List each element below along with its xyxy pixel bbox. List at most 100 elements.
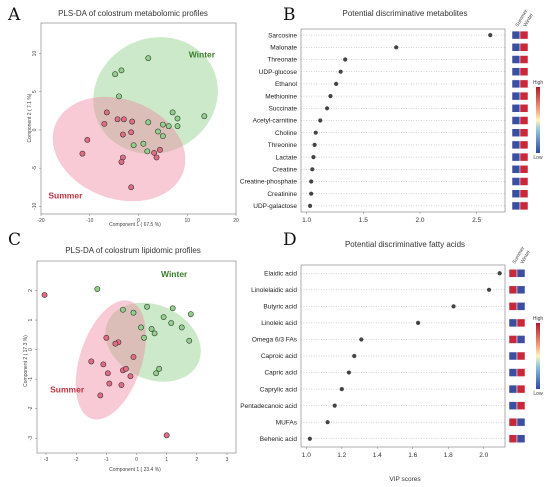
chart-b-heat-cell-winter	[519, 165, 529, 174]
chart-c-point-winter	[151, 330, 158, 337]
chart-a-point-summer	[153, 154, 160, 161]
chart-b-heat-cell-winter	[519, 177, 529, 186]
chart-c-point-winter	[168, 320, 175, 326]
chart-c-ellipse-summer	[75, 300, 147, 420]
chart-c-point-summer	[123, 365, 129, 372]
chart-a-point-winter	[169, 109, 176, 116]
chart-b-heat-cell-winter	[519, 189, 529, 198]
chart-b-x-tick-label: 1.5	[359, 217, 368, 224]
chart-a-group-label-summer: Summer	[48, 191, 83, 201]
chart-c-point-winter	[160, 314, 167, 321]
chart-a-x-tick-label: 20	[233, 218, 239, 224]
chart-d-category-label: MUFAs	[276, 419, 298, 426]
chart-d-x-tick-label: 1.6	[408, 452, 417, 459]
chart-a-point-summer	[101, 120, 108, 127]
chart-a-point-winter	[155, 128, 161, 135]
chart-a-point-winter	[174, 123, 181, 130]
chart-d-x-tick-label: 1.8	[444, 452, 453, 459]
chart-c-point-summer	[100, 361, 107, 368]
chart-a-point-summer	[120, 116, 127, 123]
chart-c-y-tick-label: 1	[28, 318, 34, 321]
chart-c-point-winter	[169, 305, 176, 312]
chart-b-x-tick-label: 2.5	[472, 217, 481, 224]
chart-c-x-tick-label: 2	[195, 457, 198, 463]
chart-c-point-summer	[163, 432, 170, 439]
chart-b-heat-cell-winter	[519, 152, 529, 162]
chart-d-vip-point	[332, 403, 337, 408]
chart-a-point-winter	[145, 119, 152, 126]
chart-a-point-winter	[201, 113, 208, 120]
chart-d-colorbar	[536, 323, 540, 389]
chart-b-vip-point	[343, 57, 348, 62]
chart-b-heat-cell-summer	[511, 30, 521, 40]
pls-da-metabolomic-chart: PLS-DA of colostrum metabolomic profiles…	[27, 9, 239, 228]
chart-c-x-tick-label: 1	[165, 457, 168, 463]
chart-d-x-tick-label: 1.2	[337, 452, 346, 459]
chart-b-vip-point	[310, 167, 315, 172]
chart-a-title: PLS-DA of colostrum metabolomic profiles	[58, 9, 208, 18]
chart-d-title: Potential discriminative fatty acids	[345, 240, 465, 249]
chart-b-category-label: Acetyl-carnitine	[253, 118, 298, 125]
chart-c-point-winter	[178, 324, 185, 331]
chart-a-point-summer	[120, 131, 126, 138]
chart-b-heat-cell-summer	[511, 55, 521, 64]
chart-a-point-summer	[128, 184, 135, 191]
chart-c-point-summer	[130, 354, 137, 360]
chart-a-point-summer	[157, 146, 163, 153]
chart-a-point-winter	[130, 142, 137, 149]
chart-c-point-summer	[41, 292, 48, 298]
chart-b-vip-point	[313, 130, 318, 135]
chart-d-heat-cell-summer	[508, 434, 518, 443]
chart-d-colorbar-low: Low	[533, 391, 543, 397]
panel-label-c: C	[8, 230, 21, 250]
chart-d-category-label: Pentadecanoic acid	[240, 403, 297, 410]
chart-a-point-winter	[116, 93, 122, 100]
chart-d-vip-point	[346, 370, 351, 375]
chart-b-vip-point	[324, 106, 330, 111]
chart-c-point-winter	[94, 286, 101, 292]
chart-b-category-label: Malonate	[270, 45, 297, 52]
chart-b-colorbar-low: Low	[533, 155, 543, 161]
chart-d-vip-point	[325, 420, 330, 425]
chart-b-category-label: Creatine-phosphate	[240, 179, 297, 186]
chart-b-category-label: Sarcosine	[268, 32, 297, 39]
pls-da-lipidomic-chart: PLS-DA of colostrum lipidomic profiles C…	[23, 246, 237, 473]
chart-c-point-summer	[106, 380, 113, 387]
chart-d-category-label: Elaidic acid	[264, 270, 297, 277]
chart-b-vip-point	[328, 94, 333, 99]
chart-b-heat-cell-summer	[511, 201, 521, 211]
chart-d-x-tick-label: 1.0	[302, 452, 311, 459]
chart-b-heat-cell-winter	[519, 128, 529, 137]
chart-a-point-winter	[118, 67, 125, 74]
chart-c-x-tick-label: 0	[135, 457, 138, 463]
chart-b-heat-cell-winter	[519, 140, 529, 150]
chart-d-xlabel: VIP scores	[389, 476, 421, 483]
chart-d-heat-cell-summer	[508, 318, 518, 328]
chart-c-point-winter	[130, 309, 137, 316]
chart-b-category-label: UDP-glucose	[259, 69, 298, 76]
chart-c-point-summer	[104, 370, 111, 377]
chart-d-heat-cell-winter	[516, 285, 526, 295]
chart-a-point-summer	[84, 136, 91, 143]
chart-b-heat-cell-winter	[519, 67, 529, 76]
chart-a-point-winter	[165, 123, 172, 130]
chart-c-point-winter	[148, 326, 155, 332]
chart-d-category-label: Omega 6/3 FAs	[252, 337, 298, 344]
chart-d-heat-cell-winter	[516, 401, 526, 410]
chart-c-y-tick-label: -3	[28, 436, 34, 441]
chart-c-point-winter	[120, 306, 126, 313]
chart-a-point-winter	[140, 140, 147, 147]
chart-b-heat-cell-summer	[511, 165, 521, 174]
chart-a-y-tick-label: 0	[32, 128, 38, 131]
chart-b-vip-point	[394, 45, 399, 50]
chart-a-x-tick-label: -10	[86, 218, 93, 224]
vip-metabolites-chart: Potential discriminative metabolites Sar…	[240, 8, 543, 224]
panel-label-d: D	[283, 230, 297, 250]
chart-b-heat-cell-summer	[511, 104, 521, 113]
chart-a-y-tick-label: 5	[32, 90, 38, 93]
chart-d-vip-point	[486, 287, 492, 292]
chart-c-point-winter	[186, 337, 193, 344]
chart-b-vip-point	[312, 142, 317, 147]
chart-c-point-summer	[88, 358, 95, 365]
chart-a-point-winter	[112, 71, 118, 78]
